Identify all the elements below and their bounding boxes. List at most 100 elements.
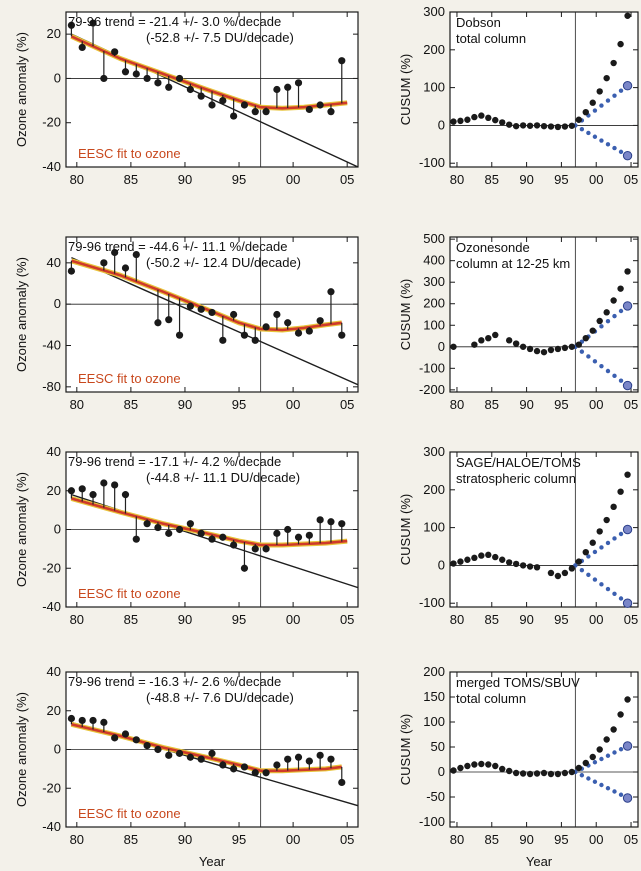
data-point xyxy=(284,755,292,763)
y-tick-label: 0 xyxy=(54,296,61,311)
projection-up-point xyxy=(599,324,604,329)
projection-down-point xyxy=(592,577,598,582)
cusum-point xyxy=(457,764,464,772)
projection-down-point xyxy=(618,792,624,797)
y-tick-label: -100 xyxy=(419,814,445,829)
y-tick-label: 0 xyxy=(438,764,445,779)
data-point xyxy=(132,70,140,78)
data-point xyxy=(251,545,259,553)
cusum-point xyxy=(485,114,492,122)
projection-down-point xyxy=(579,349,585,354)
panel-cusum-4: 80 85 90 95 00 05 -100 -50 0 50 100 150 200 CUSUM (%)… xyxy=(398,664,639,847)
cusum-point xyxy=(450,767,457,774)
data-point xyxy=(67,267,76,275)
cusum-point xyxy=(471,554,478,562)
y-axis-label: CUSUM (%) xyxy=(398,54,413,126)
data-point xyxy=(165,751,173,759)
panel-title-line1: SAGE/HALOE/TOMS xyxy=(456,455,581,470)
data-point xyxy=(273,529,281,537)
panel-anomaly-1: 80 85 90 95 00 05 -40 -20 0 20 Ozone anomaly (%) 79… xyxy=(14,11,359,187)
data-point xyxy=(67,714,76,723)
cusum-point-after xyxy=(589,753,596,761)
cusum-point-after xyxy=(617,711,624,718)
y-tick-label: -20 xyxy=(42,115,61,130)
cusum-point-after xyxy=(603,309,610,316)
data-point xyxy=(305,105,313,114)
projection-down-point xyxy=(592,359,598,364)
data-point xyxy=(251,336,259,344)
x-tick-label: 90 xyxy=(519,612,533,627)
projection-up-point xyxy=(592,549,598,555)
cusum-point-after xyxy=(575,558,583,565)
data-point xyxy=(89,19,97,27)
panel-title-line1: merged TOMS/SBUV xyxy=(456,675,580,690)
data-point xyxy=(67,487,76,495)
x-tick-label: 95 xyxy=(554,612,568,627)
data-point xyxy=(273,761,281,769)
projection-down-point xyxy=(592,779,598,784)
cusum-point-after xyxy=(582,334,589,342)
y-tick-label: -20 xyxy=(42,560,61,575)
projection-down-point xyxy=(622,380,633,391)
cusum-point xyxy=(533,770,541,777)
trend-annotation-line2: (-44.8 +/- 11.1 DU/decade) xyxy=(146,470,300,485)
x-tick-label: 80 xyxy=(450,612,464,627)
data-point xyxy=(132,535,140,543)
y-tick-label: 0 xyxy=(54,522,61,537)
x-tick-label: 85 xyxy=(124,172,138,187)
cusum-point xyxy=(533,347,541,355)
projection-up-point xyxy=(618,88,624,93)
cusum-point xyxy=(499,556,506,563)
y-tick-label: 100 xyxy=(423,80,445,95)
projection-down-point xyxy=(599,782,604,788)
projection-up-point xyxy=(622,741,633,751)
data-point xyxy=(154,745,162,754)
cusum-point-after xyxy=(575,764,583,772)
cusum-point xyxy=(512,122,520,130)
data-point xyxy=(208,535,216,543)
trend-annotation-line2: (-52.8 +/- 7.5 DU/decade) xyxy=(146,30,294,45)
cusum-point-after xyxy=(617,285,624,292)
data-point xyxy=(316,751,324,759)
cusum-point xyxy=(471,341,478,348)
projection-up-point xyxy=(618,747,624,752)
data-point xyxy=(230,310,238,319)
x-tick-label: 95 xyxy=(232,832,246,847)
panel-cusum-2: 80 85 90 95 00 05 -200 -100 0 100 200 300 400 500 CUSU… xyxy=(398,231,639,412)
eesc-fit-label: EESC fit to ozone xyxy=(78,371,181,386)
y-tick-label: 300 xyxy=(423,4,445,19)
cusum-point xyxy=(478,112,485,119)
eesc-fit-line xyxy=(71,259,342,332)
data-point xyxy=(262,323,270,331)
data-point xyxy=(111,734,119,742)
data-point xyxy=(132,736,140,744)
trend-annotation-line2: (-48.8 +/- 7.6 DU/decade) xyxy=(146,690,294,705)
x-tick-label: 90 xyxy=(519,832,533,847)
cusum-point-after xyxy=(610,726,617,733)
projection-down-point xyxy=(586,130,591,136)
x-tick-label: 80 xyxy=(70,397,84,412)
data-point xyxy=(100,74,108,83)
cusum-point xyxy=(526,345,534,353)
data-point xyxy=(78,716,86,725)
x-tick-label: 05 xyxy=(624,832,638,847)
projection-up-point xyxy=(592,760,598,765)
cusum-point xyxy=(492,331,499,339)
cusum-point xyxy=(540,769,548,777)
data-point xyxy=(240,101,249,109)
cusum-point-after xyxy=(589,327,596,334)
cusum-point xyxy=(519,343,527,350)
trend-annotation-line2: (-50.2 +/- 12.4 DU/decade) xyxy=(146,255,301,270)
y-tick-label: 300 xyxy=(423,444,445,459)
projection-up-point xyxy=(605,540,611,546)
data-point xyxy=(165,529,173,537)
cusum-point-after xyxy=(603,516,610,524)
data-point xyxy=(338,57,346,65)
x-tick-label: 00 xyxy=(286,832,300,847)
data-point xyxy=(165,83,173,91)
projection-up-point xyxy=(599,545,604,550)
x-tick-label: 90 xyxy=(519,397,533,412)
cusum-point-after xyxy=(596,746,603,753)
cusum-point xyxy=(450,118,457,125)
data-point xyxy=(284,319,292,327)
